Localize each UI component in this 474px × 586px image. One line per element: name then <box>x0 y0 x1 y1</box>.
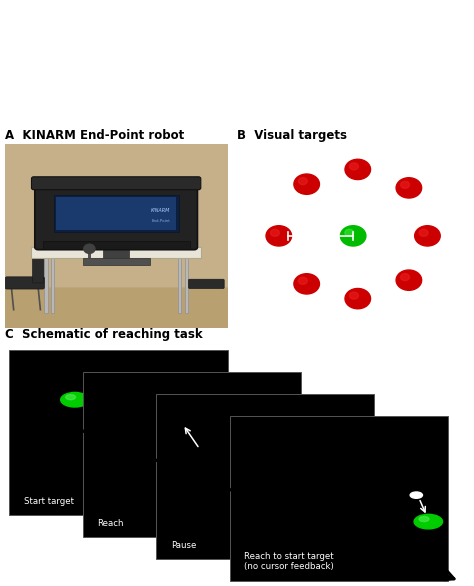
Circle shape <box>300 478 310 483</box>
Circle shape <box>349 292 358 299</box>
Circle shape <box>266 226 292 246</box>
Circle shape <box>419 229 428 236</box>
Circle shape <box>193 454 221 469</box>
Circle shape <box>345 288 371 309</box>
Text: End-Point: End-Point <box>151 219 170 223</box>
Text: C  Schematic of reaching task: C Schematic of reaching task <box>5 328 202 340</box>
Circle shape <box>295 476 323 490</box>
Circle shape <box>396 178 422 198</box>
Bar <box>178 256 182 314</box>
Text: 10 cm: 10 cm <box>304 213 337 223</box>
Bar <box>54 195 179 232</box>
Bar <box>103 243 129 262</box>
Circle shape <box>65 394 75 400</box>
Circle shape <box>401 181 410 188</box>
FancyBboxPatch shape <box>189 280 224 288</box>
Circle shape <box>410 492 422 498</box>
Circle shape <box>271 229 280 236</box>
Bar <box>88 247 91 258</box>
Circle shape <box>414 515 443 529</box>
Circle shape <box>349 163 358 170</box>
FancyBboxPatch shape <box>31 177 201 190</box>
Text: Start target: Start target <box>24 497 73 506</box>
Bar <box>156 394 374 559</box>
Bar <box>31 247 201 258</box>
Bar <box>51 256 55 314</box>
FancyBboxPatch shape <box>5 277 45 289</box>
FancyBboxPatch shape <box>33 248 44 283</box>
Circle shape <box>294 274 319 294</box>
Circle shape <box>298 277 307 284</box>
Circle shape <box>294 174 319 195</box>
Text: KINARM: KINARM <box>151 207 170 213</box>
Circle shape <box>164 411 193 425</box>
Bar <box>43 241 190 249</box>
Bar <box>83 372 301 537</box>
Bar <box>5 288 228 328</box>
Bar <box>230 416 448 581</box>
Text: Pause: Pause <box>171 540 196 550</box>
Circle shape <box>401 274 410 281</box>
Text: A  KINARM End-Point robot: A KINARM End-Point robot <box>5 129 184 142</box>
Text: Reach: Reach <box>97 519 124 527</box>
Circle shape <box>298 178 307 185</box>
Text: B  Visual targets: B Visual targets <box>237 129 347 142</box>
Circle shape <box>415 226 440 246</box>
Text: Reach to start target
(no cursor feedback): Reach to start target (no cursor feedbac… <box>244 552 334 571</box>
Circle shape <box>419 516 429 522</box>
FancyBboxPatch shape <box>35 179 198 250</box>
Circle shape <box>340 226 366 246</box>
Circle shape <box>84 244 95 253</box>
Bar <box>9 350 228 516</box>
Circle shape <box>345 159 371 179</box>
Bar <box>56 197 176 230</box>
Bar <box>184 256 188 314</box>
Bar <box>82 258 149 265</box>
Circle shape <box>198 456 208 461</box>
Circle shape <box>61 393 89 407</box>
Bar <box>44 256 48 314</box>
Circle shape <box>345 229 354 236</box>
Circle shape <box>396 270 422 290</box>
